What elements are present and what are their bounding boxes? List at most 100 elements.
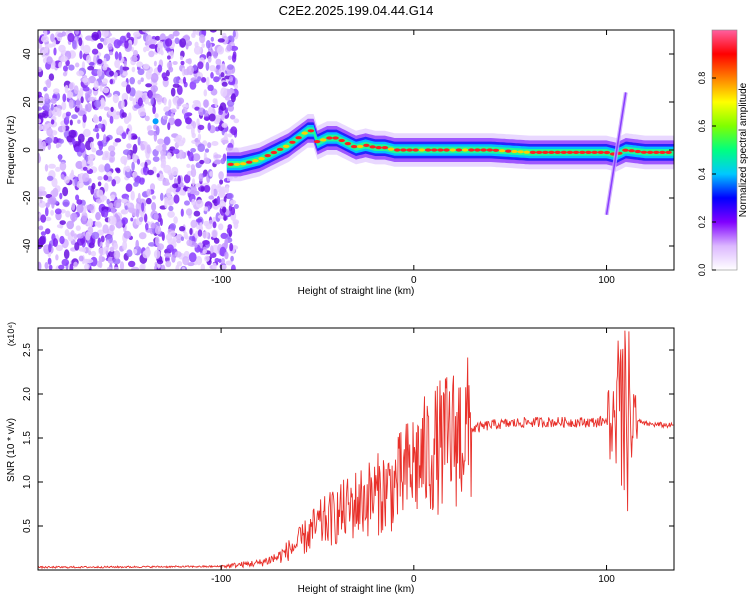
noise-blob (85, 231, 91, 241)
ridge-core-dash (381, 146, 389, 150)
noise-blob (48, 243, 52, 253)
noise-blob (170, 113, 174, 119)
noise-blob (181, 266, 186, 270)
noise-blob (140, 77, 144, 82)
noise-blob (150, 96, 154, 106)
y-tick-label: -20 (22, 190, 33, 205)
noise-blob (149, 44, 157, 49)
noise-blob (221, 139, 229, 144)
noise-blob (193, 45, 202, 55)
noise-blob (102, 64, 108, 71)
noise-blob (216, 195, 221, 205)
noise-blob (80, 215, 87, 225)
noise-blob (140, 143, 145, 151)
noise-blob (168, 205, 174, 212)
noise-blob (173, 76, 180, 85)
noise-blob (209, 171, 214, 177)
noise-blob (87, 218, 94, 228)
noise-blob (229, 199, 237, 205)
ridge-core-dash (412, 148, 419, 152)
noise-blob (167, 55, 171, 60)
noise-blob (61, 31, 66, 37)
ridge-core-dash (449, 148, 456, 152)
noise-blob (55, 143, 60, 149)
ridge-core-dash (406, 148, 413, 152)
noise-blob (187, 58, 192, 65)
noise-blob (82, 247, 86, 253)
noise-blob (186, 239, 193, 247)
noise-blob (83, 128, 91, 137)
noise-blob (231, 264, 236, 270)
noise-blob (225, 185, 230, 194)
noise-blob (109, 70, 114, 77)
noise-blob (109, 79, 114, 85)
noise-blob (188, 252, 197, 263)
noise-blob (47, 257, 52, 265)
noise-blob (155, 145, 163, 152)
noise-blob (70, 212, 78, 222)
noise-blob (220, 232, 228, 239)
noise-blob (166, 152, 172, 160)
noise-blob (52, 238, 59, 247)
x-tick-label: -100 (211, 275, 231, 286)
noise-blob (38, 106, 43, 111)
noise-blob (150, 222, 156, 229)
noise-blob (112, 257, 121, 265)
noise-blob (168, 117, 175, 126)
noise-blob (169, 223, 176, 231)
noise-blob (126, 32, 131, 39)
noise-blob (201, 77, 207, 83)
noise-blob (97, 181, 102, 187)
noise-blob (204, 255, 210, 262)
noise-blob (76, 237, 85, 246)
noise-blob (142, 250, 150, 259)
noise-blob (172, 30, 180, 37)
noise-blob (109, 115, 114, 124)
noise-blob (123, 60, 128, 67)
noise-blob (103, 174, 109, 181)
noise-blob (157, 243, 165, 251)
noise-blob (203, 157, 210, 164)
noise-blob (197, 76, 202, 82)
noise-blob (168, 34, 175, 40)
noise-blob (125, 84, 131, 94)
ridge-core-dash (517, 150, 524, 154)
noise-blob (97, 123, 103, 129)
noise-blob (212, 98, 217, 104)
noise-blob (102, 224, 109, 234)
noise-blob (170, 87, 176, 97)
noise-blob (91, 182, 96, 190)
x-tick-label: -100 (211, 574, 231, 585)
noise-blob (202, 249, 207, 254)
noise-blob (50, 103, 54, 111)
ridge-core-dash (474, 148, 481, 152)
noise-blob (229, 75, 233, 83)
noise-blob (177, 139, 185, 147)
noise-blob (229, 242, 234, 252)
ridge-core-dash (357, 144, 364, 149)
noise-blob (137, 79, 142, 85)
colorbar-tick-label: 0.4 (697, 168, 707, 181)
noise-blob (80, 96, 84, 104)
noise-blob (206, 76, 210, 87)
noise-blob (199, 159, 205, 165)
noise-blob (219, 187, 226, 197)
noise-blob (105, 239, 110, 248)
snr-content (38, 330, 674, 570)
noise-blob (116, 168, 121, 174)
ridge-core-dash (585, 150, 592, 154)
noise-blob (192, 100, 201, 105)
ridge-core-dash (233, 162, 241, 166)
noise-blob (203, 206, 209, 212)
noise-blob (98, 115, 103, 122)
noise-blob (103, 106, 110, 111)
noise-blob (78, 37, 83, 47)
noise-blob (202, 109, 206, 115)
noise-blob (137, 68, 145, 76)
noise-blob (82, 172, 90, 182)
noise-blob (192, 64, 198, 71)
noise-blob (92, 128, 100, 132)
ridge-band-4 (226, 127, 674, 168)
noise-blob (192, 121, 196, 129)
noise-blob (49, 196, 57, 205)
